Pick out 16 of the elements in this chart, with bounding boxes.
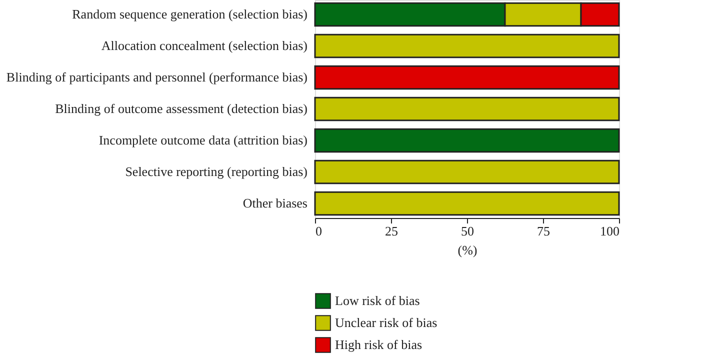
y-tick-label: Allocation concealment (selection bias) (101, 38, 308, 53)
legend-label: Low risk of bias (335, 293, 420, 308)
y-tick-label: Random sequence generation (selection bias) (72, 6, 308, 22)
x-tick-label: 25 (385, 224, 398, 238)
x-tick-label: 75 (537, 224, 550, 238)
x-tick-label: 100 (600, 224, 620, 238)
y-tick-label: Selective reporting (reporting bias) (125, 164, 308, 180)
legend-label: Unclear risk of bias (335, 315, 438, 330)
x-tick-label: 50 (461, 224, 474, 238)
legend-label: High risk of bias (335, 337, 422, 352)
y-tick-label: Blinding of outcome assessment (detection bias) (55, 101, 308, 116)
y-tick-label: Other biases (242, 196, 308, 211)
x-axis-title: (%) (458, 242, 478, 258)
x-tick-label: 0 (316, 224, 322, 238)
y-tick-label: Blinding of participants and personnel (performance bias) (6, 69, 308, 84)
y-tick-label: Incomplete outcome data (attrition bias) (98, 132, 308, 148)
